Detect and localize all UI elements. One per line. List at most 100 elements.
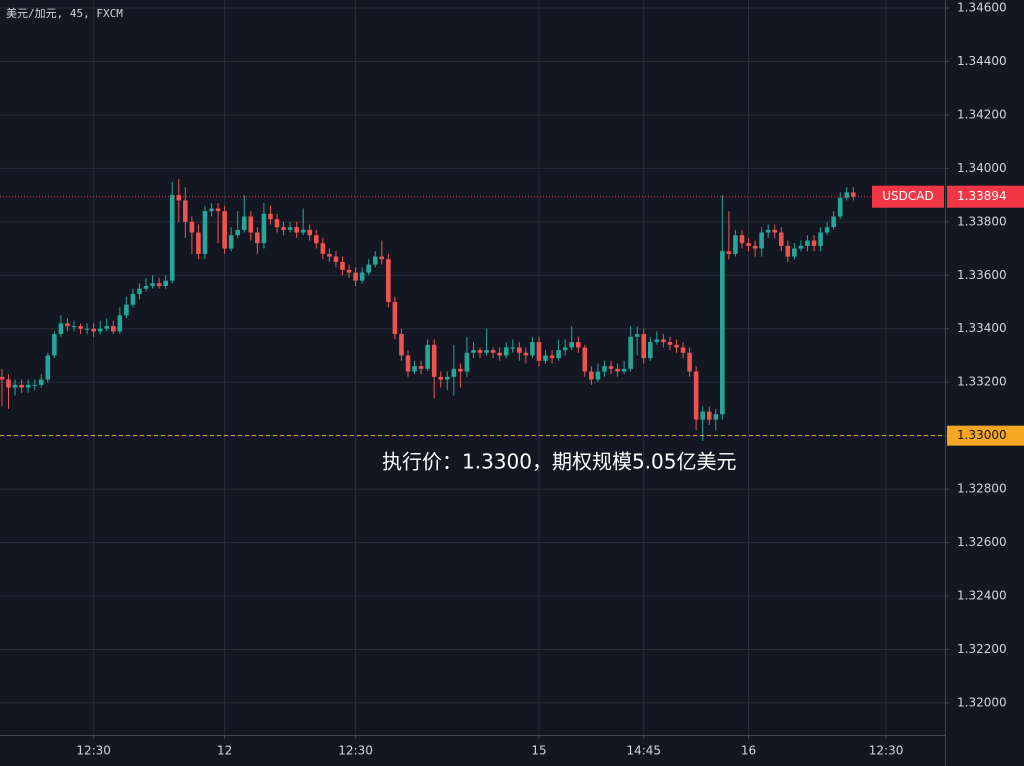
candle-body: [366, 264, 371, 273]
x-tick-label: 12:30: [338, 744, 373, 758]
candle-body: [228, 235, 234, 249]
candle-body: [287, 227, 293, 230]
candle-body: [340, 261, 345, 270]
candle-body: [693, 371, 699, 420]
candle-body: [530, 342, 535, 356]
y-tick-label: 1.32600: [957, 535, 1007, 549]
y-tick-label: 1.34000: [957, 161, 1007, 175]
candle-body: [556, 350, 561, 359]
strike-label: 1.33000: [957, 428, 1007, 442]
candle-body: [811, 240, 817, 246]
candle-body: [431, 344, 437, 377]
candle-body: [503, 347, 509, 356]
candle-body: [268, 213, 273, 220]
candles: [0, 179, 856, 441]
y-tick-label: 1.32800: [957, 482, 1007, 496]
candle-body: [222, 211, 227, 249]
price-name-box: [872, 185, 944, 208]
candle-body: [720, 251, 725, 415]
candle-body: [405, 355, 411, 372]
candle-body: [0, 376, 5, 380]
candle-body: [241, 216, 247, 230]
candle-body: [608, 366, 614, 369]
y-tick-label: 1.32400: [957, 589, 1007, 603]
candle-body: [484, 350, 489, 353]
candle-body: [32, 384, 38, 386]
candle-body: [97, 328, 103, 332]
x-tick-label: 14:45: [626, 744, 661, 758]
candle-body: [12, 384, 18, 388]
candle-body: [248, 216, 254, 233]
candle-body: [38, 379, 44, 385]
candle-body: [255, 232, 260, 244]
candle-body: [562, 347, 568, 351]
candle-body: [661, 339, 666, 343]
candle-body: [169, 195, 175, 281]
candle-body: [517, 347, 522, 353]
candle-body: [615, 368, 620, 372]
candle-body: [438, 376, 444, 380]
candle-body: [648, 342, 653, 359]
candle-body: [52, 334, 57, 356]
candle-body: [78, 326, 83, 329]
candle-body: [418, 366, 424, 369]
candle-body: [58, 323, 64, 335]
candle-body: [346, 269, 352, 273]
candle-body: [65, 323, 70, 327]
candle-body: [261, 213, 267, 244]
candle-body: [589, 371, 594, 380]
x-tick-label: 12: [217, 744, 232, 758]
candle-body: [621, 368, 627, 372]
candle-body: [851, 192, 856, 197]
candle-body: [189, 221, 195, 233]
candle-body: [805, 240, 810, 246]
candle-body: [700, 411, 705, 420]
candle-body: [130, 294, 136, 305]
candle-body: [765, 229, 771, 233]
candle-body: [163, 280, 168, 286]
candle-body: [628, 336, 633, 369]
candle-body: [582, 347, 588, 372]
chart-title: 美元/加元, 45, FXCM: [6, 7, 123, 20]
candle-body: [412, 366, 417, 372]
candle-body: [183, 200, 188, 222]
candle-body: [523, 352, 529, 356]
candle-body: [733, 235, 738, 254]
candle-body: [844, 192, 850, 198]
candle-body: [680, 347, 686, 353]
candle-body: [602, 366, 607, 372]
candle-body: [837, 197, 843, 217]
candle-body: [778, 232, 784, 246]
annotation: 执行价：1.3300，期权规模5.05亿美元: [382, 450, 737, 474]
candle-body: [798, 245, 804, 249]
candle-body: [477, 350, 483, 353]
candle-body: [634, 334, 640, 337]
y-tick-label: 1.33200: [957, 375, 1007, 389]
candle-body: [235, 229, 241, 236]
candle-body: [752, 245, 758, 249]
candle-body: [497, 352, 502, 356]
candle-body: [654, 339, 660, 343]
candle-body: [386, 259, 391, 303]
candle-body: [785, 245, 791, 257]
candle-body: [471, 350, 476, 353]
y-tick-label: 1.34600: [957, 1, 1007, 15]
y-tick-label: 1.33400: [957, 321, 1007, 335]
candle-body: [25, 384, 31, 388]
candle-body: [392, 302, 398, 335]
y-tick-label: 1.33600: [957, 268, 1007, 282]
candle-body: [124, 304, 129, 316]
candle-body: [281, 227, 286, 230]
candle-body: [111, 326, 116, 332]
candle-body: [294, 227, 299, 233]
candle-body: [6, 379, 11, 388]
candle-body: [91, 328, 96, 332]
candle-body: [71, 326, 77, 328]
candle-body: [215, 208, 221, 212]
candle-body: [353, 272, 358, 281]
x-tick-label: 12:30: [76, 744, 111, 758]
candle-body: [143, 285, 149, 289]
price-label: 1.33894: [957, 189, 1007, 203]
